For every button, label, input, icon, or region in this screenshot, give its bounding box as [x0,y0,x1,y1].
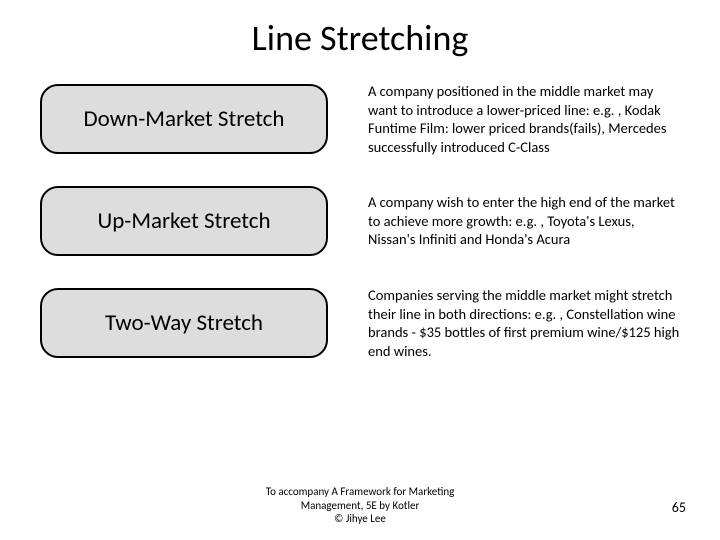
desc-two-way: Companies serving the middle market migh… [328,286,680,360]
footer-line-1: To accompany A Framework for Marketing [0,485,720,499]
page-number: 65 [672,499,686,516]
footer-line-2: Management, 5E by Kotler [0,499,720,513]
row-up-market: Up-Market Stretch A company wish to ente… [40,186,680,256]
pill-up-market: Up-Market Stretch [40,186,328,256]
pill-label: Up-Market Stretch [97,207,270,235]
footer-line-3: © Jihye Lee [0,512,720,526]
desc-up-market: A company wish to enter the high end of … [328,193,680,249]
pill-two-way: Two-Way Stretch [40,288,328,358]
row-down-market: Down-Market Stretch A company positioned… [40,82,680,156]
pill-label: Down-Market Stretch [84,105,285,133]
pill-label: Two-Way Stretch [105,309,263,337]
row-two-way: Two-Way Stretch Companies serving the mi… [40,286,680,360]
pill-down-market: Down-Market Stretch [40,84,328,154]
slide-title: Line Stretching [0,0,720,68]
footer: To accompany A Framework for Marketing M… [0,485,720,526]
desc-down-market: A company positioned in the middle marke… [328,82,680,156]
content-area: Down-Market Stretch A company positioned… [0,68,720,360]
